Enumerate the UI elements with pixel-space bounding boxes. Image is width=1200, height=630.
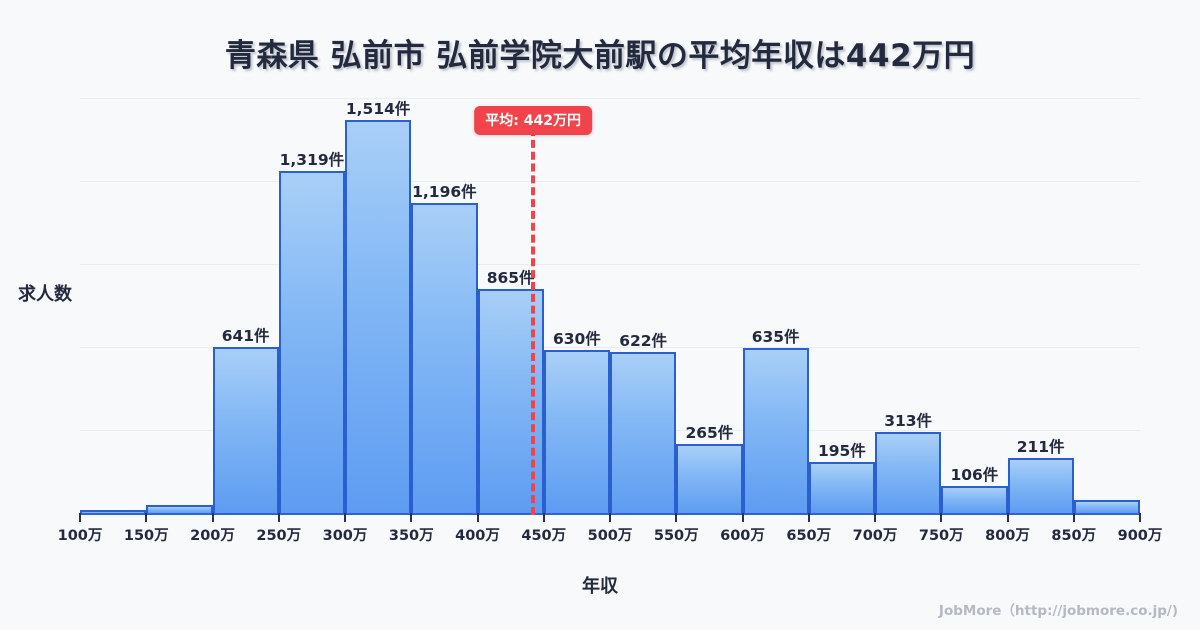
bar-value-label: 211件 — [1016, 438, 1065, 457]
x-axis-tick — [277, 513, 280, 522]
bar[interactable] — [212, 346, 279, 513]
x-axis-tick — [542, 513, 545, 522]
bar-value-label: 106件 — [950, 465, 999, 484]
bar[interactable] — [345, 120, 412, 513]
x-axis-label: 700万 — [852, 528, 898, 544]
bar-value-label: 641件 — [221, 326, 270, 345]
bar[interactable] — [808, 462, 875, 513]
x-axis-label: 100万 — [57, 528, 103, 544]
x-axis-tick — [940, 513, 943, 522]
x-axis-label: 550万 — [653, 528, 699, 544]
footer-credit: JobMore（http://jobmore.co.jp/) — [938, 603, 1178, 619]
x-axis-tick — [476, 513, 479, 522]
bar[interactable] — [543, 349, 610, 513]
x-axis-label: 450万 — [521, 528, 567, 544]
x-axis-tick — [807, 513, 810, 522]
x-axis-tick — [741, 513, 744, 522]
x-axis-tick — [410, 513, 413, 522]
bar[interactable] — [941, 485, 1008, 513]
x-axis-label: 300万 — [322, 528, 368, 544]
x-axis-tick — [1006, 513, 1009, 522]
bar[interactable] — [411, 202, 478, 513]
bar-value-label: 195件 — [817, 442, 866, 461]
x-axis-label: 200万 — [190, 528, 235, 544]
bar[interactable] — [875, 431, 942, 513]
x-axis-label: 350万 — [388, 528, 434, 544]
x-axis-title: 年収 — [582, 576, 618, 597]
bar[interactable] — [1073, 499, 1140, 513]
x-axis-label: 750万 — [918, 528, 964, 544]
x-axis-label: 400万 — [455, 528, 500, 544]
x-axis-tick — [79, 513, 81, 522]
bar[interactable] — [80, 510, 147, 513]
x-axis-label: 900万 — [1117, 528, 1163, 544]
average-line — [531, 128, 536, 515]
bar-value-label: 265件 — [685, 424, 734, 443]
page-title: 青森県 弘前市 弘前学院大前駅の平均年収は442万円 — [224, 38, 976, 74]
gridline — [80, 181, 1140, 182]
x-axis-label: 600万 — [720, 528, 765, 544]
bar-value-label: 313件 — [884, 411, 933, 430]
bar-value-label: 865件 — [486, 268, 535, 287]
gridline — [80, 98, 1140, 99]
x-axis-label: 800万 — [985, 528, 1030, 544]
bar-value-label: 1,319件 — [279, 150, 345, 169]
x-axis-label: 650万 — [786, 528, 832, 544]
bar-value-label: 1,196件 — [412, 182, 477, 201]
x-axis-label: 850万 — [1051, 528, 1097, 544]
bars-layer: 641件 1,319件 1,514件 1,196件 865件 630件 622件 265件 63… — [80, 98, 1140, 513]
x-axis-tick — [1072, 513, 1075, 522]
x-axis-tick — [145, 513, 148, 522]
x-axis-tick — [675, 513, 678, 522]
average-badge: 平均: 442万円 — [474, 106, 592, 135]
bar-value-label: 630件 — [552, 329, 601, 348]
bar[interactable] — [676, 444, 743, 513]
gridline — [80, 264, 1140, 265]
x-axis-tick — [211, 513, 214, 522]
bar[interactable] — [146, 505, 213, 513]
bar-value-label: 622件 — [619, 331, 668, 350]
bar[interactable] — [278, 170, 345, 513]
x-axis-label: 500万 — [587, 528, 633, 544]
gridline — [80, 347, 1140, 348]
bar-value-label: 635件 — [751, 328, 800, 347]
y-axis-title: 求人数 — [18, 284, 72, 305]
bar[interactable] — [742, 348, 809, 513]
x-axis-tick — [344, 513, 346, 522]
x-axis-label: 150万 — [123, 528, 169, 544]
x-axis-tick — [1139, 513, 1141, 522]
bar[interactable] — [1007, 458, 1074, 513]
x-axis-label: 250万 — [256, 528, 302, 544]
x-axis-tick — [874, 513, 876, 522]
bar-value-label: 1,514件 — [345, 100, 411, 119]
bar[interactable] — [610, 351, 677, 513]
x-axis-tick — [609, 513, 611, 522]
